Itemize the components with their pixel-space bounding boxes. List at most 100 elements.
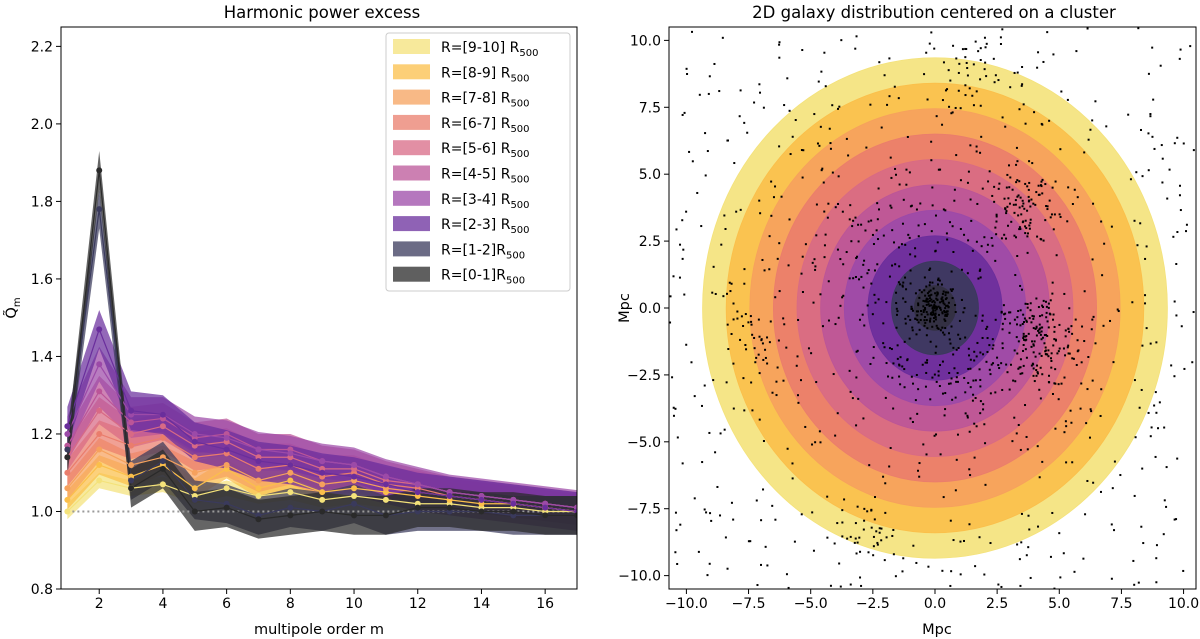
galaxy-point [846, 537, 849, 540]
galaxy-point [935, 345, 938, 348]
galaxy-point [1018, 366, 1021, 369]
left-x-ticks: 2 4 6 8 10 12 14 16 [95, 589, 554, 612]
legend-label-text: R=[1-2]R [441, 242, 506, 258]
galaxy-point [1041, 373, 1044, 376]
galaxy-point [991, 338, 994, 341]
galaxy-point [901, 365, 904, 368]
galaxy-point [760, 519, 763, 522]
data-point-9-4 [191, 508, 198, 515]
galaxy-point [724, 227, 727, 230]
galaxy-point [947, 382, 950, 385]
galaxy-point [1189, 45, 1192, 48]
galaxy-point [933, 320, 936, 323]
galaxy-point [852, 277, 855, 280]
galaxy-point [876, 218, 879, 221]
galaxy-point [926, 98, 929, 101]
galaxy-point [1024, 122, 1027, 125]
galaxy-point [1035, 297, 1038, 300]
galaxy-point [908, 171, 911, 174]
galaxy-point [894, 173, 897, 176]
galaxy-point [1028, 199, 1031, 202]
galaxy-point [1038, 328, 1041, 331]
galaxy-point [1001, 388, 1004, 391]
galaxy-point [1119, 474, 1122, 477]
galaxy-point [1009, 311, 1012, 314]
galaxy-point [898, 265, 901, 268]
galaxy-point [966, 414, 969, 417]
galaxy-point [907, 233, 910, 236]
galaxy-point [916, 318, 919, 321]
galaxy-point [1022, 332, 1025, 335]
galaxy-point [1153, 404, 1156, 407]
galaxy-point [758, 418, 761, 421]
galaxy-point [974, 379, 977, 382]
galaxy-point [848, 369, 851, 372]
left-y-axis-label: Q̃m [3, 297, 23, 318]
galaxy-point [760, 563, 763, 566]
galaxy-point [742, 324, 745, 327]
galaxy-point [1066, 98, 1069, 101]
galaxy-point [1072, 357, 1075, 360]
legend-swatch-6 [393, 190, 430, 206]
galaxy-point [754, 361, 757, 364]
galaxy-point [1191, 361, 1194, 364]
x-tick-label: 8 [286, 596, 295, 612]
galaxy-point [1047, 349, 1050, 352]
data-point-9-8 [319, 508, 326, 515]
galaxy-point [989, 373, 992, 376]
galaxy-point [915, 310, 918, 313]
galaxy-point [1038, 323, 1041, 326]
galaxy-point [986, 250, 989, 253]
galaxy-point [1026, 209, 1029, 212]
galaxy-point [718, 90, 721, 93]
galaxy-point [898, 283, 901, 286]
galaxy-point [751, 409, 754, 412]
galaxy-point [955, 348, 958, 351]
galaxy-point [1084, 513, 1087, 516]
galaxy-point [811, 443, 814, 446]
galaxy-point [974, 314, 977, 317]
galaxy-point [928, 42, 931, 45]
galaxy-point [1149, 113, 1152, 116]
galaxy-point [1036, 372, 1039, 375]
galaxy-point [933, 303, 936, 306]
galaxy-point [885, 301, 888, 304]
data-point-7-15 [542, 504, 549, 511]
galaxy-point [942, 331, 945, 334]
galaxy-point [858, 536, 861, 539]
legend-swatch-0 [393, 39, 430, 54]
galaxy-point [1054, 382, 1057, 385]
galaxy-point [888, 465, 891, 468]
galaxy-point [1035, 191, 1038, 194]
galaxy-point [1080, 361, 1083, 364]
data-point-0-1 [96, 477, 103, 484]
galaxy-point [813, 113, 816, 116]
galaxy-point [1076, 339, 1079, 342]
galaxy-point [1066, 220, 1069, 223]
galaxy-point [935, 297, 938, 300]
galaxy-point [863, 259, 866, 262]
galaxy-point [675, 529, 678, 532]
galaxy-point [880, 539, 883, 542]
data-point-6-4 [191, 430, 198, 437]
galaxy-point [730, 332, 733, 335]
galaxy-point [999, 36, 1002, 39]
galaxy-point [845, 251, 848, 254]
galaxy-point [770, 180, 773, 183]
galaxy-point [1044, 334, 1047, 337]
galaxy-point [938, 279, 941, 282]
galaxy-point [1019, 448, 1022, 451]
galaxy-point [892, 528, 895, 531]
galaxy-point [966, 67, 969, 70]
galaxy-point [941, 569, 944, 572]
galaxy-point [685, 210, 688, 213]
galaxy-point [944, 319, 947, 322]
galaxy-point [1046, 334, 1049, 337]
galaxy-point [1026, 251, 1029, 254]
galaxy-point [955, 154, 958, 157]
galaxy-point [1004, 312, 1007, 315]
galaxy-point [871, 313, 874, 316]
galaxy-point [957, 333, 960, 336]
galaxy-point [1079, 407, 1082, 410]
galaxy-point [841, 521, 844, 524]
